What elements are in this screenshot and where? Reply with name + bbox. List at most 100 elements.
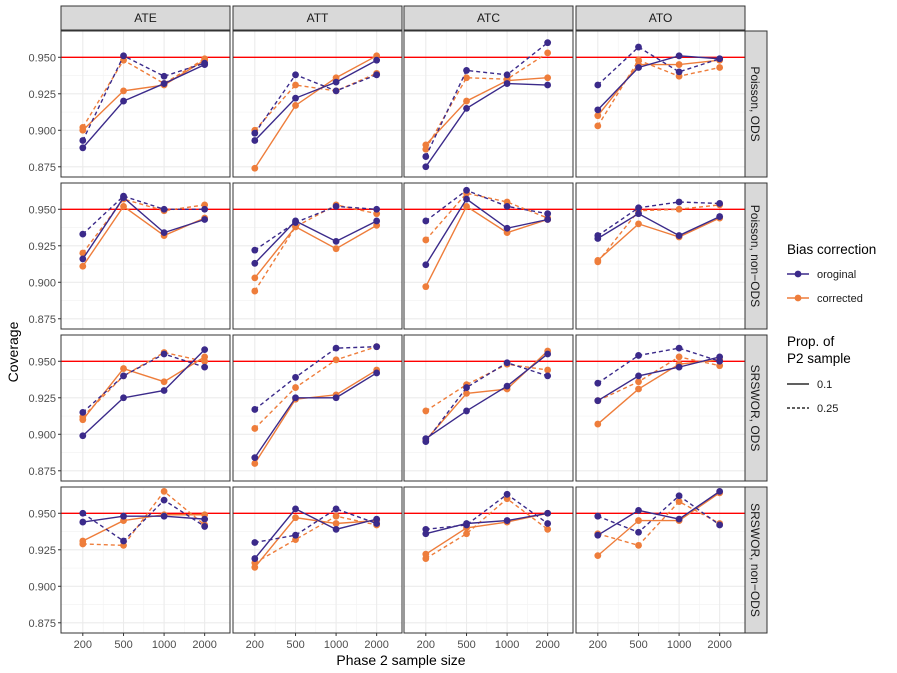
panel-poisson-ods-att [232, 30, 403, 178]
strip-label-att: ATT [307, 11, 329, 25]
point-2000 [373, 56, 381, 64]
point-2000 [201, 353, 209, 361]
point-500 [463, 104, 470, 112]
x-axis-ate: 200 500 1000 2000 [74, 633, 217, 651]
series-line [82, 499, 206, 542]
point-2000 [544, 216, 552, 223]
y-tick-label: 0.950 [28, 204, 56, 216]
series-line [597, 490, 721, 536]
series-oroginal-0-1 [79, 61, 209, 152]
series-oroginal-0-1 [79, 194, 209, 263]
series-oroginal-0-25 [422, 39, 552, 160]
point-500 [463, 97, 470, 105]
x-axis-title: Phase 2 sample size [336, 652, 465, 668]
panel-border [232, 486, 403, 634]
point-2000 [544, 39, 552, 47]
point-500 [463, 74, 470, 82]
strip-bg [232, 5, 403, 31]
point-500 [635, 528, 642, 536]
x-tick-label: 1000 [324, 639, 348, 651]
panel-poisson-ods-ato [575, 30, 746, 178]
point-200 [251, 164, 259, 172]
point-200 [79, 249, 87, 257]
series-oroginal-0-1 [251, 217, 381, 267]
point-1000 [675, 492, 683, 500]
strip-poisson-non-ods: Poisson, non−ODS [742, 182, 768, 330]
point-200 [251, 454, 259, 462]
y-tick-label: 0.900 [28, 429, 56, 441]
series-line [597, 492, 721, 557]
point-200 [422, 153, 430, 160]
series-line [597, 494, 721, 534]
panel-border [60, 182, 231, 330]
y-axis-row-3: 0.875 0.900 0.925 0.950 [28, 356, 61, 478]
series-line [425, 52, 549, 150]
panel-border [232, 30, 403, 178]
panel-srswor-ods-atc [403, 334, 574, 482]
point-200 [422, 283, 430, 291]
panel-poisson-ods-ate [60, 30, 231, 178]
strip-att: ATT [232, 5, 403, 31]
point-200 [79, 144, 87, 152]
point-500 [635, 542, 642, 549]
point-200 [79, 255, 87, 263]
point-500 [292, 373, 299, 381]
y-tick-label: 0.925 [28, 393, 56, 405]
point-200 [79, 432, 87, 440]
point-500 [635, 378, 642, 386]
point-2000 [544, 509, 552, 517]
point-500 [292, 81, 299, 89]
point-200 [422, 163, 430, 171]
point-200 [422, 236, 430, 244]
point-2000 [373, 343, 381, 351]
point-1000 [160, 378, 168, 386]
y-tick-label: 0.875 [28, 162, 56, 174]
point-2000 [716, 353, 724, 361]
y-tick-label: 0.875 [28, 314, 56, 326]
series-line [82, 353, 205, 413]
y-tick-label: 0.925 [28, 89, 56, 101]
point-1000 [503, 359, 511, 367]
series-oroginal-0-1 [79, 346, 209, 440]
x-tick-label: 500 [629, 639, 647, 651]
series-line [597, 59, 720, 117]
point-200 [594, 420, 602, 428]
series-line [597, 59, 720, 127]
point-200 [79, 509, 87, 517]
legend-key-point [794, 294, 802, 302]
point-1000 [160, 80, 168, 87]
point-2000 [544, 520, 552, 527]
y-axis-row-4: 0.875 0.900 0.925 0.950 [28, 508, 61, 630]
point-200 [251, 287, 259, 295]
point-200 [594, 81, 602, 89]
panel-srswor-non-ods-ato [575, 486, 746, 634]
series-line [597, 204, 720, 263]
y-axes: 0.875 0.900 0.925 0.950 0.875 0.900 0.925 0.950… [28, 52, 61, 630]
x-tick-label: 200 [74, 639, 92, 651]
series-line [425, 205, 548, 287]
panel-background [576, 487, 745, 633]
series-line [82, 349, 206, 437]
series-line [425, 512, 548, 535]
series-line [425, 353, 549, 440]
series-line [597, 212, 720, 240]
point-1000 [675, 363, 683, 371]
point-200 [251, 137, 259, 144]
series-line [254, 204, 377, 292]
point-1000 [675, 68, 683, 76]
point-500 [463, 202, 470, 210]
point-500 [463, 384, 470, 391]
point-2000 [716, 64, 724, 71]
series-oroginal-0-1 [422, 509, 552, 538]
point-200 [79, 408, 87, 416]
point-1000 [503, 80, 511, 87]
y-tick-label: 0.950 [28, 356, 56, 368]
series-line [254, 59, 377, 141]
series-line [425, 82, 548, 168]
panel-border [232, 334, 403, 482]
panel-background [404, 31, 573, 177]
series-line [597, 217, 720, 261]
point-500 [120, 202, 127, 210]
series-oroginal-0-1 [422, 80, 552, 171]
